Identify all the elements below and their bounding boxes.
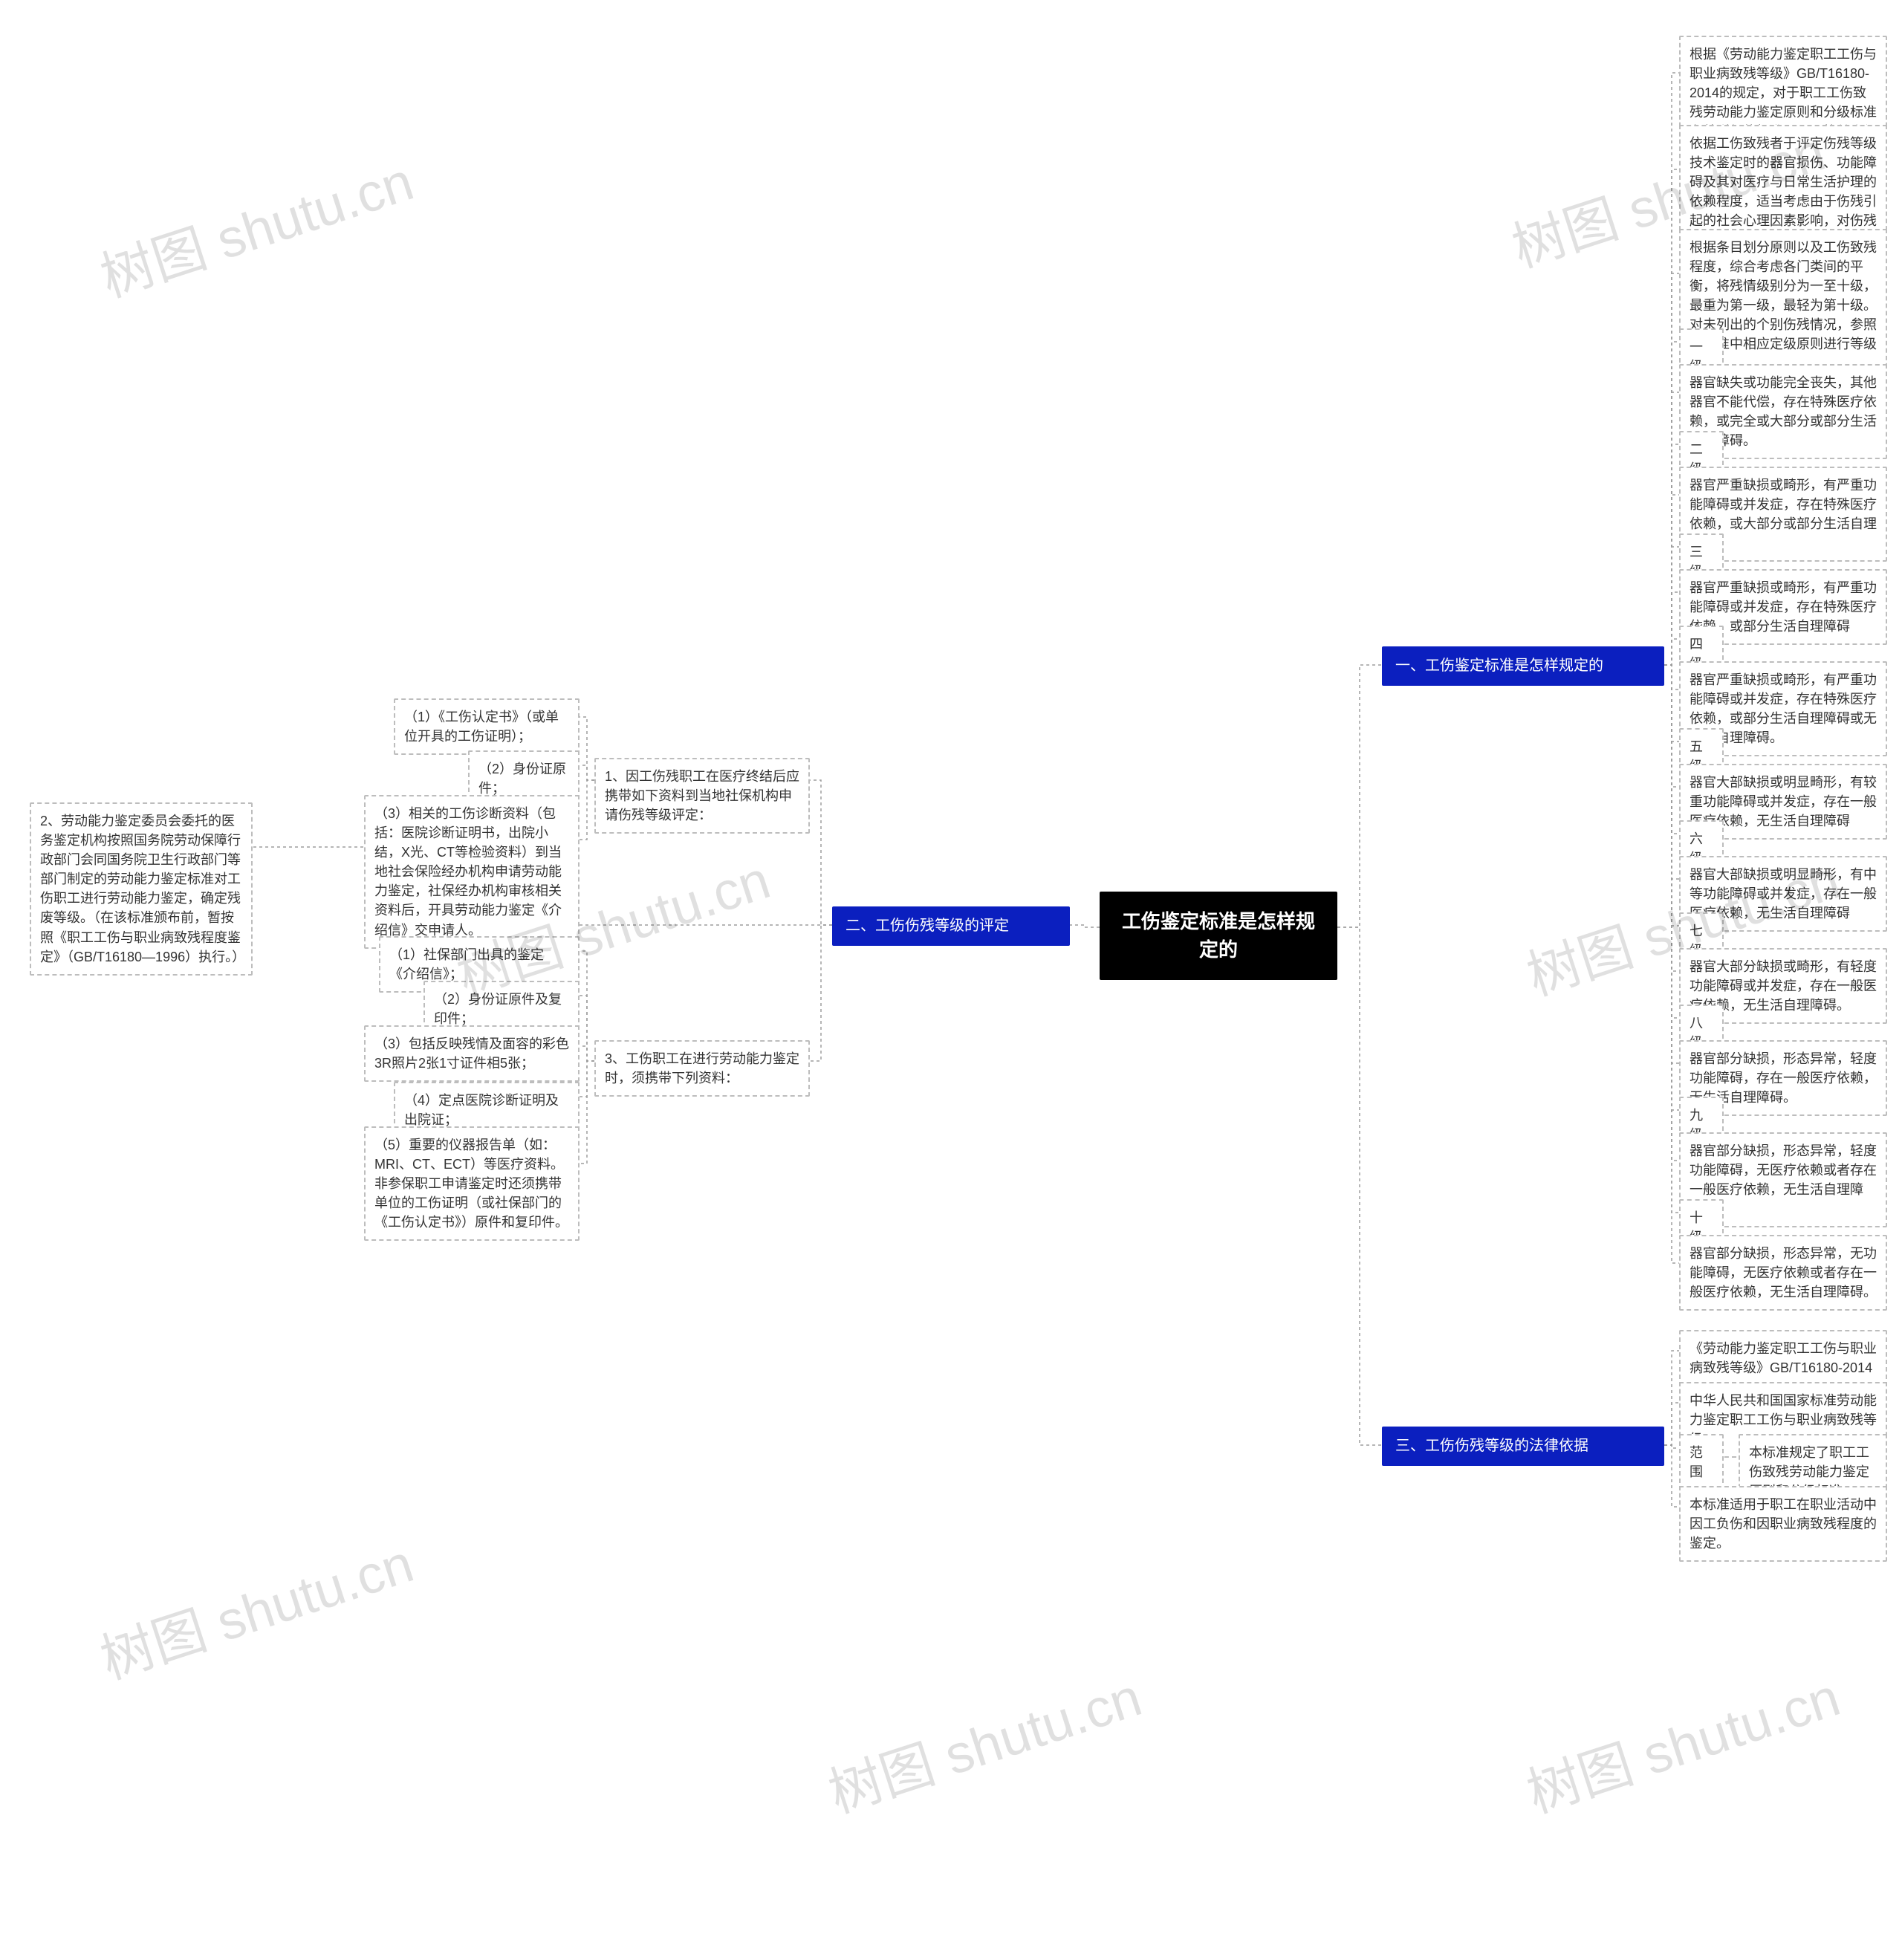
edge xyxy=(580,717,594,780)
edge xyxy=(1664,665,1679,1018)
edge xyxy=(1664,1445,1679,1507)
edge xyxy=(1664,342,1679,665)
edge xyxy=(580,780,594,840)
edge xyxy=(580,1061,594,1097)
mindmap-node: 范围 xyxy=(1679,1434,1724,1490)
edge xyxy=(1664,639,1679,665)
watermark-text: 树图 shutu.cn xyxy=(89,1519,421,1694)
edge xyxy=(1070,925,1100,927)
mindmap-node: 3、工伤职工在进行劳动能力鉴定时，须携带下列资料： xyxy=(594,1040,810,1097)
mindmap-node: 二、工伤伤残等级的评定 xyxy=(832,906,1070,946)
mindmap-node: （3）相关的工伤诊断资料（包括：医院诊断证明书，出院小结，X光、CT等检验资料）… xyxy=(364,795,580,949)
edge xyxy=(1664,444,1679,665)
edge xyxy=(1664,665,1679,926)
edge xyxy=(810,925,832,1061)
watermark-text: 树图 shutu.cn xyxy=(1516,1653,1848,1828)
edge xyxy=(1664,665,1679,971)
edge xyxy=(1664,169,1679,665)
edge xyxy=(580,996,594,1061)
mindmap-node: （1）《工伤认定书》（或单位开具的工伤证明）； xyxy=(394,698,580,755)
edge xyxy=(1664,547,1679,665)
edge xyxy=(1664,1445,1679,1448)
edge xyxy=(580,1061,594,1164)
edge xyxy=(580,1046,594,1061)
edge xyxy=(1664,665,1679,742)
edge xyxy=(1664,273,1679,665)
mindmap-node: 三、工伤伤残等级的法律依据 xyxy=(1382,1427,1664,1466)
edge xyxy=(1337,927,1382,1445)
edge xyxy=(1664,665,1679,787)
edge xyxy=(1664,665,1679,1213)
edge xyxy=(1664,1403,1679,1445)
mindmap-node: 1、因工伤残职工在医疗终结后应携带如下资料到当地社保机构申请伤残等级评定： xyxy=(594,758,810,834)
mindmap-node: 工伤鉴定标准是怎样规定的 xyxy=(1100,892,1337,980)
mindmap-node: （5）重要的仪器报告单（如：MRI、CT、ECT）等医疗资料。非参保职工申请鉴定… xyxy=(364,1126,580,1241)
edge xyxy=(1664,592,1679,665)
mindmap-node: 本标准适用于职工在职业活动中因工负伤和因职业病致残程度的鉴定。 xyxy=(1679,1486,1887,1562)
edge xyxy=(1664,665,1679,879)
mindmap-node: 器官部分缺损，形态异常，无功能障碍，无医疗依赖或者存在一般医疗依赖，无生活自理障… xyxy=(1679,1235,1887,1311)
mindmap-edges xyxy=(0,0,1902,1960)
edge xyxy=(1664,1351,1679,1445)
mindmap-node: 《劳动能力鉴定职工工伤与职业病致残等级》GB/T16180-2014 xyxy=(1679,1330,1887,1386)
edge xyxy=(1664,665,1679,1161)
watermark-text: 树图 shutu.cn xyxy=(89,137,421,312)
edge xyxy=(1664,665,1679,834)
mindmap-node: 一、工伤鉴定标准是怎样规定的 xyxy=(1382,646,1664,686)
edge xyxy=(810,780,832,925)
edge xyxy=(1664,665,1679,1063)
edge xyxy=(1664,665,1679,689)
edge xyxy=(1337,665,1382,927)
mindmap-node: （3）包括反映残情及面容的彩色3R照片2张1寸证件相5张； xyxy=(364,1025,580,1082)
edge xyxy=(1664,665,1679,1263)
watermark-text: 树图 shutu.cn xyxy=(817,1653,1149,1828)
edge xyxy=(1664,665,1679,1110)
edge xyxy=(1664,392,1679,665)
edge xyxy=(580,765,594,780)
edge xyxy=(1664,495,1679,665)
mindmap-node: 2、劳动能力鉴定委员会委托的医务鉴定机构按照国务院劳动保障行政部门会同国务院卫生… xyxy=(30,802,253,976)
edge xyxy=(1664,73,1679,665)
mindmap-canvas: 工伤鉴定标准是怎样规定的一、工伤鉴定标准是怎样规定的根据《劳动能力鉴定职工工伤与… xyxy=(0,0,1902,1960)
edge xyxy=(580,951,594,1061)
